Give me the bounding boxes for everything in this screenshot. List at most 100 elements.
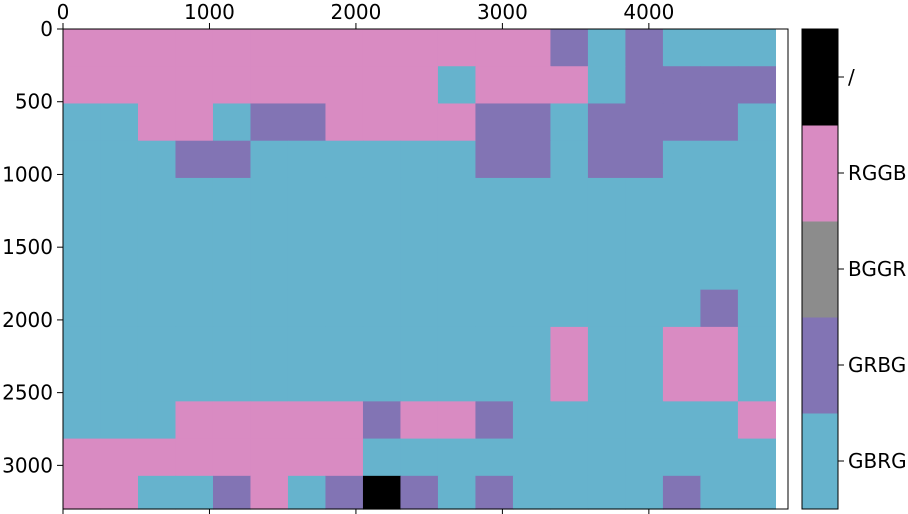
heatmap-cell-gbrg (325, 364, 364, 402)
heatmap-cell-rggb (437, 401, 477, 440)
y-tick-label: 0 (40, 17, 53, 41)
y-tick-label: 1500 (2, 235, 53, 259)
heatmap-cell-gbrg (737, 177, 777, 216)
heatmap-cell-gbrg (100, 215, 139, 254)
colorbar-label: / (848, 65, 855, 89)
heatmap-cell-grbg (700, 103, 739, 142)
heatmap-cell-gbrg (362, 252, 402, 291)
heatmap-cell-gbrg (362, 177, 402, 216)
heatmap-cell-grbg (625, 103, 664, 142)
heatmap-cell-gbrg (175, 475, 214, 510)
heatmap-cell-gbrg (287, 177, 327, 216)
heatmap-cell-rggb (550, 326, 589, 365)
heatmap-cell-gbrg (325, 140, 364, 179)
plot-frame (62, 28, 789, 510)
heatmap-cell-grbg (550, 29, 589, 67)
heatmap-cell-gbrg (625, 475, 664, 510)
heatmap-cell-rggb (662, 364, 702, 402)
heatmap-cell-gbrg (700, 177, 739, 216)
heatmap-cell-gbrg (63, 140, 102, 179)
heatmap-cell-rggb (362, 29, 402, 67)
heatmap-cell-gbrg (175, 252, 214, 291)
heatmap-cell-gbrg (175, 177, 214, 216)
heatmap-cell-gbrg (362, 438, 402, 477)
heatmap-cell-gbrg (437, 326, 477, 365)
heatmap-cell-gbrg (362, 140, 402, 179)
heatmap-cell-rggb (550, 364, 589, 402)
colorbar-segment (802, 413, 838, 510)
heatmap-cell-grbg (400, 475, 439, 510)
heatmap-cell-gbrg (437, 66, 477, 105)
heatmap-cell-gbrg (100, 401, 139, 440)
heatmap-cell-gbrg (100, 140, 139, 179)
heatmap-cell-gbrg (212, 177, 252, 216)
heatmap-cell-gbrg (625, 401, 664, 440)
heatmap-cell-grbg (625, 29, 664, 67)
heatmap-cell-grbg (587, 103, 627, 142)
heatmap-cell-gbrg (400, 326, 439, 365)
y-tick-label: 500 (15, 90, 53, 114)
heatmap-cell-rggb (325, 401, 364, 440)
heatmap-cell-gbrg (625, 438, 664, 477)
heatmap-cell-gbrg (550, 438, 589, 477)
heatmap-cell-gbrg (737, 289, 777, 328)
heatmap-cell-gbrg (287, 140, 327, 179)
heatmap-cell-gbrg (737, 438, 777, 477)
heatmap-cell-rggb (212, 66, 252, 105)
heatmap-cell-gbrg (587, 252, 627, 291)
heatmap-cell-gbrg (100, 289, 139, 328)
x-tick-label: 4000 (623, 0, 674, 24)
heatmap-cell-gbrg (587, 401, 627, 440)
heatmap-cell-gbrg (475, 215, 514, 254)
heatmap-cell-gbrg (325, 252, 364, 291)
heatmap-cell-gbrg (700, 215, 739, 254)
heatmap-cell-rggb (63, 438, 102, 477)
heatmap-cell-gbrg (250, 326, 289, 365)
heatmap-cell-gbrg (625, 289, 664, 328)
heatmap-cell-gbrg (362, 326, 402, 365)
heatmap-cell-gbrg (512, 289, 552, 328)
heatmap-cell-gbrg (512, 438, 552, 477)
heatmap-cell-rggb (175, 103, 214, 142)
heatmap-cell-gbrg (287, 364, 327, 402)
heatmap-cells (63, 29, 777, 510)
heatmap-cell-gbrg (662, 401, 702, 440)
y-tick-label: 2000 (2, 308, 53, 332)
colorbar-segment (802, 125, 838, 222)
heatmap-cell-rggb (737, 401, 777, 440)
heatmap-cell-gbrg (475, 438, 514, 477)
heatmap-cell-rggb (175, 401, 214, 440)
heatmap-cell-rggb (400, 29, 439, 67)
heatmap-cell-gbrg (212, 326, 252, 365)
heatmap-cell-rggb (325, 438, 364, 477)
heatmap-cell-gbrg (325, 215, 364, 254)
heatmap-cell-gbrg (625, 326, 664, 365)
heatmap-cell-gbrg (737, 364, 777, 402)
heatmap-cell-grbg (287, 103, 327, 142)
heatmap-cell-gbrg (587, 475, 627, 510)
x-tick-label: 3000 (477, 0, 528, 24)
heatmap-cell-gbrg (362, 364, 402, 402)
heatmap-cell-gbrg (400, 252, 439, 291)
heatmap-cell-rggb (100, 475, 139, 510)
heatmap-cell-rggb (100, 66, 139, 105)
heatmap-cell-gbrg (400, 364, 439, 402)
heatmap-cell-grbg (700, 66, 739, 105)
heatmap-cell-rggb (175, 438, 214, 477)
heatmap-cell-rggb (212, 401, 252, 440)
heatmap-cell-rggb (250, 401, 289, 440)
heatmap-cell-gbrg (287, 289, 327, 328)
heatmap-cell-gbrg (212, 103, 252, 142)
heatmap-cell-gbrg (250, 289, 289, 328)
heatmap-cell-gbrg (212, 364, 252, 402)
heatmap-cell-gbrg (250, 252, 289, 291)
heatmap-cell-gbrg (437, 438, 477, 477)
heatmap-cell-gbrg (550, 401, 589, 440)
heatmap-cell-gbrg (587, 438, 627, 477)
heatmap-cell-gbrg (662, 215, 702, 254)
heatmap-cell-gbrg (587, 29, 627, 67)
heatmap-cell-gbrg (662, 140, 702, 179)
heatmap-cell-rggb (250, 438, 289, 477)
heatmap-cell-gbrg (63, 252, 102, 291)
heatmap-cell-gbrg (625, 364, 664, 402)
